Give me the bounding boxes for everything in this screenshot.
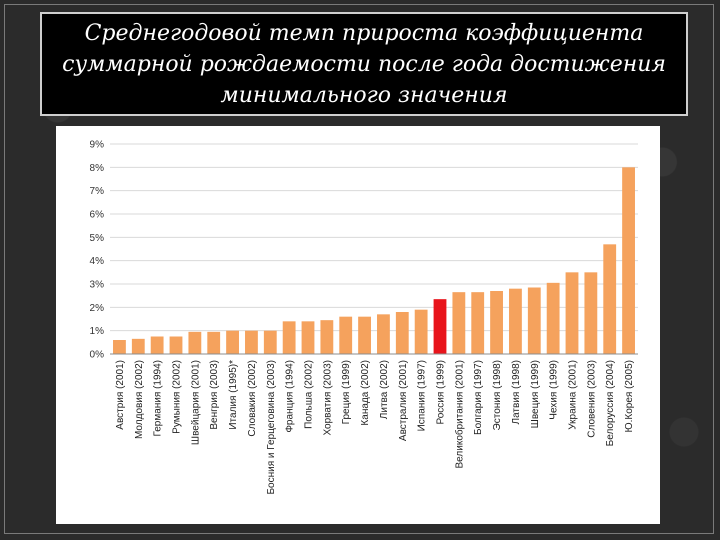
x-tick-label: Чехия (1999) bbox=[549, 360, 560, 420]
x-tick-label: Босния и Герцеговина (2003) bbox=[266, 360, 277, 495]
y-tick-label: 9% bbox=[90, 140, 105, 151]
bar bbox=[527, 287, 541, 354]
bar bbox=[245, 330, 258, 354]
y-tick-label: 4% bbox=[90, 256, 105, 267]
y-tick-label: 6% bbox=[90, 210, 105, 221]
y-tick-label: 2% bbox=[90, 303, 105, 314]
y-tick-label: 1% bbox=[90, 326, 105, 337]
x-tick-label: Канада (2002) bbox=[360, 360, 371, 426]
x-tick-label: Австрия (2001) bbox=[115, 360, 126, 430]
bar bbox=[471, 292, 485, 354]
x-tick-label: Словения (2003) bbox=[586, 360, 597, 438]
x-tick-label: Швейцария (2001) bbox=[190, 360, 201, 445]
x-tick-label: Украина (2001) bbox=[568, 360, 579, 430]
bar bbox=[546, 282, 560, 354]
bar bbox=[490, 291, 503, 354]
x-tick-label: Хорватия (2003) bbox=[322, 360, 333, 436]
x-tick-label: Румыния (2002) bbox=[172, 360, 183, 434]
bar bbox=[509, 288, 522, 354]
x-tick-label: Белоруссия (2004) bbox=[605, 360, 616, 446]
x-tick-label: Эстония (1998) bbox=[492, 360, 503, 430]
x-tick-label: Греция (1999) bbox=[341, 360, 352, 424]
bar bbox=[565, 272, 579, 354]
bar bbox=[395, 312, 409, 354]
x-tick-label: Германия (1994) bbox=[153, 360, 164, 437]
x-tick-label: Россия (1999) bbox=[436, 360, 447, 424]
bar bbox=[169, 336, 183, 354]
bar bbox=[188, 331, 202, 354]
x-tick-label: Венгрия (2003) bbox=[209, 360, 220, 430]
y-tick-label: 5% bbox=[90, 233, 105, 244]
slide-title: Среднегодовой темп прироста коэффициента… bbox=[62, 20, 666, 108]
y-tick-label: 0% bbox=[90, 350, 105, 361]
x-tick-label: Молдовия (2002) bbox=[134, 360, 145, 439]
x-tick-label: Словакия (2002) bbox=[247, 360, 258, 437]
x-tick-label: Ю.Корея (2005) bbox=[624, 360, 635, 433]
bar bbox=[207, 331, 221, 354]
x-tick-label: Франция (1994) bbox=[285, 360, 296, 433]
bar bbox=[131, 338, 145, 354]
x-tick-label: Болгария (1997) bbox=[473, 360, 484, 435]
bar bbox=[603, 244, 617, 354]
bar-chart: 0% 1% 2% 3% 4% 5% 6% 7% 8% 9% Австрия (2001) Молдов… bbox=[90, 140, 638, 495]
bar bbox=[226, 330, 239, 354]
bar bbox=[358, 316, 371, 354]
bar bbox=[150, 336, 164, 354]
bar bbox=[282, 321, 296, 354]
bar bbox=[433, 299, 447, 354]
slide-frame bbox=[4, 4, 714, 534]
bar bbox=[584, 272, 598, 354]
x-tick-label: Латвия (1998) bbox=[511, 360, 522, 424]
bar bbox=[622, 167, 635, 354]
title-box: Среднегодовой темп прироста коэффициента… bbox=[40, 12, 688, 116]
x-tick-label: Польша (2002) bbox=[304, 360, 315, 429]
x-tick-label: Италия (1995)* bbox=[228, 360, 239, 430]
x-tick-label: Испания (1997) bbox=[417, 360, 428, 431]
x-tick-label: Литва (2002) bbox=[379, 360, 390, 419]
y-tick-label: 7% bbox=[90, 186, 105, 197]
bar bbox=[414, 309, 428, 354]
x-tick-label: Австралия (2001) bbox=[398, 360, 409, 441]
bar bbox=[452, 292, 466, 354]
y-tick-label: 8% bbox=[90, 163, 105, 174]
y-tick-label: 3% bbox=[90, 280, 105, 291]
bar bbox=[339, 316, 353, 354]
x-tick-label: Швеция (1999) bbox=[530, 360, 541, 428]
chart-area: 0% 1% 2% 3% 4% 5% 6% 7% 8% 9% Австрия (2001) Молдов… bbox=[56, 126, 660, 524]
bar bbox=[377, 314, 390, 354]
bar bbox=[320, 320, 334, 354]
bar bbox=[301, 321, 315, 354]
bar bbox=[263, 330, 277, 354]
bar bbox=[113, 340, 126, 354]
x-tick-label: Великобритания (2001) bbox=[453, 360, 465, 468]
